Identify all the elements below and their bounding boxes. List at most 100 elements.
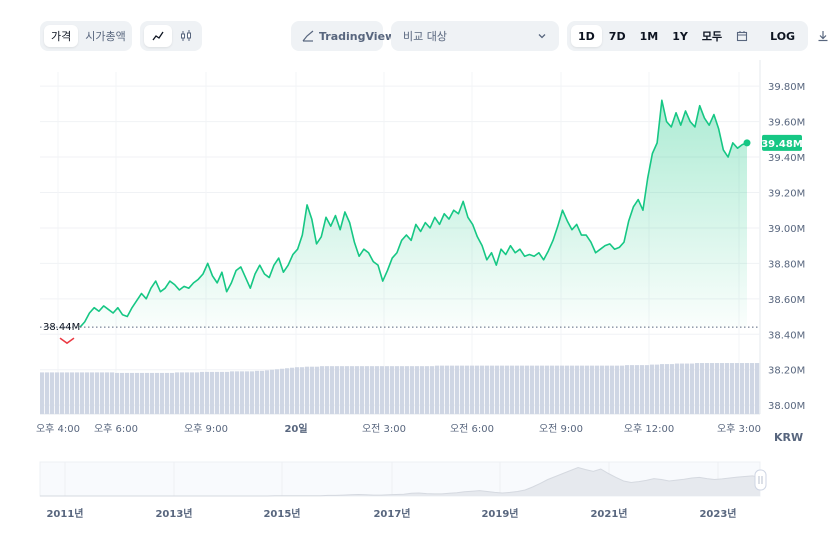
candlestick-icon <box>181 30 191 41</box>
volume-bar <box>670 364 675 414</box>
tab-market-cap[interactable]: 시가총액 <box>85 30 126 43</box>
volume-bar <box>120 372 125 414</box>
y-tick-label: 38.60M <box>768 295 805 306</box>
y-tick-label: 38.40M <box>768 330 805 341</box>
volume-bar <box>505 365 510 414</box>
chevron-down-icon <box>538 34 546 39</box>
volume-bar <box>610 365 615 414</box>
volume-bar <box>80 372 85 414</box>
volume-bar <box>685 363 690 414</box>
volume-bar <box>480 365 485 414</box>
range-7d[interactable]: 7D <box>608 29 626 43</box>
x-tick-label: 오전 9:00 <box>539 423 583 435</box>
volume-bar <box>655 364 660 414</box>
calendar-button[interactable] <box>729 25 755 47</box>
volume-bar <box>75 372 80 414</box>
price-line <box>79 99 748 328</box>
volume-bar <box>675 363 680 414</box>
navigator-history-area <box>40 467 760 496</box>
volume-bar <box>300 367 305 414</box>
volume-bar <box>495 365 500 414</box>
volume-bar <box>200 371 205 414</box>
volume-bar <box>510 365 515 414</box>
volume-bar <box>465 365 470 414</box>
volume-bar <box>285 368 290 414</box>
tradingview-label: TradingView <box>319 29 396 43</box>
volume-bar <box>500 365 505 414</box>
volume-bar <box>90 372 95 414</box>
volume-bar <box>605 365 610 414</box>
volume-bar <box>420 366 425 414</box>
volume-bar <box>180 372 185 414</box>
volume-bar <box>405 366 410 414</box>
range-all[interactable]: 모두 <box>701 30 723 43</box>
volume-bar <box>640 365 645 414</box>
volume-bar <box>725 363 730 414</box>
navigator-year-label: 2013년 <box>155 507 192 520</box>
y-tick-label: 39.20M <box>768 188 805 199</box>
volume-bar <box>430 366 435 414</box>
volume-bar <box>240 371 245 414</box>
volume-bar <box>690 363 695 414</box>
volume-bar <box>750 363 755 414</box>
navigator-handle[interactable] <box>754 469 767 491</box>
tradingview-link[interactable]: TradingView <box>295 25 402 47</box>
volume-bar <box>335 366 340 414</box>
x-tick-label: 오후 9:00 <box>184 423 228 435</box>
volume-bar <box>390 366 395 414</box>
range-1y[interactable]: 1Y <box>672 29 688 43</box>
volume-bar <box>520 365 525 414</box>
volume-bar <box>150 372 155 414</box>
volume-bar <box>320 366 325 414</box>
volume-bar <box>545 365 550 414</box>
volume-bar <box>330 366 335 414</box>
log-scale-button[interactable]: LOG <box>770 29 796 43</box>
tab-price[interactable]: 가격 <box>44 25 79 47</box>
compare-select[interactable]: 비교 대상 <box>391 21 559 51</box>
volume-bar <box>515 365 520 414</box>
volume-bar <box>665 364 670 414</box>
range-1d[interactable]: 1D <box>571 25 602 47</box>
candlestick-button[interactable] <box>172 25 200 47</box>
volume-bar <box>560 365 565 414</box>
line-chart-button[interactable] <box>144 25 172 47</box>
volume-bar <box>50 372 55 414</box>
volume-bar <box>375 366 380 414</box>
price-area <box>80 100 747 328</box>
volume-bar <box>575 365 580 414</box>
volume-bar <box>360 366 365 414</box>
volume-bar <box>255 370 260 414</box>
chart-type-toggle <box>140 21 202 51</box>
tradingview-button[interactable]: TradingView <box>291 21 395 51</box>
volume-bar <box>660 364 665 414</box>
volume-bar <box>315 366 320 414</box>
volume-bar <box>680 363 685 414</box>
y-tick-label: 39.00M <box>768 224 805 235</box>
volume-bar <box>735 363 740 414</box>
last-price-label: 39.48M <box>761 139 803 150</box>
volume-bar <box>265 370 270 414</box>
x-tick-label: 오후 3:00 <box>717 423 761 435</box>
volume-bar <box>310 366 315 414</box>
volume-bar <box>230 371 235 414</box>
volume-bar <box>55 372 60 414</box>
range-1m[interactable]: 1M <box>639 29 659 43</box>
volume-bar <box>295 367 300 414</box>
volume-bar <box>215 371 220 414</box>
volume-bar <box>625 365 630 414</box>
volume-bar <box>715 363 720 414</box>
volume-bar <box>260 370 265 414</box>
volume-bar <box>125 372 130 414</box>
download-button[interactable] <box>810 25 833 47</box>
volume-bar <box>755 363 760 414</box>
volume-bar <box>235 371 240 414</box>
volume-bar <box>220 371 225 414</box>
volume-bar <box>160 372 165 414</box>
volume-bar <box>460 365 465 414</box>
volume-bar <box>710 363 715 414</box>
volume-bar <box>340 366 345 414</box>
navigator-panel[interactable] <box>39 461 761 497</box>
volume-bar <box>600 365 605 414</box>
volume-bar <box>550 365 555 414</box>
